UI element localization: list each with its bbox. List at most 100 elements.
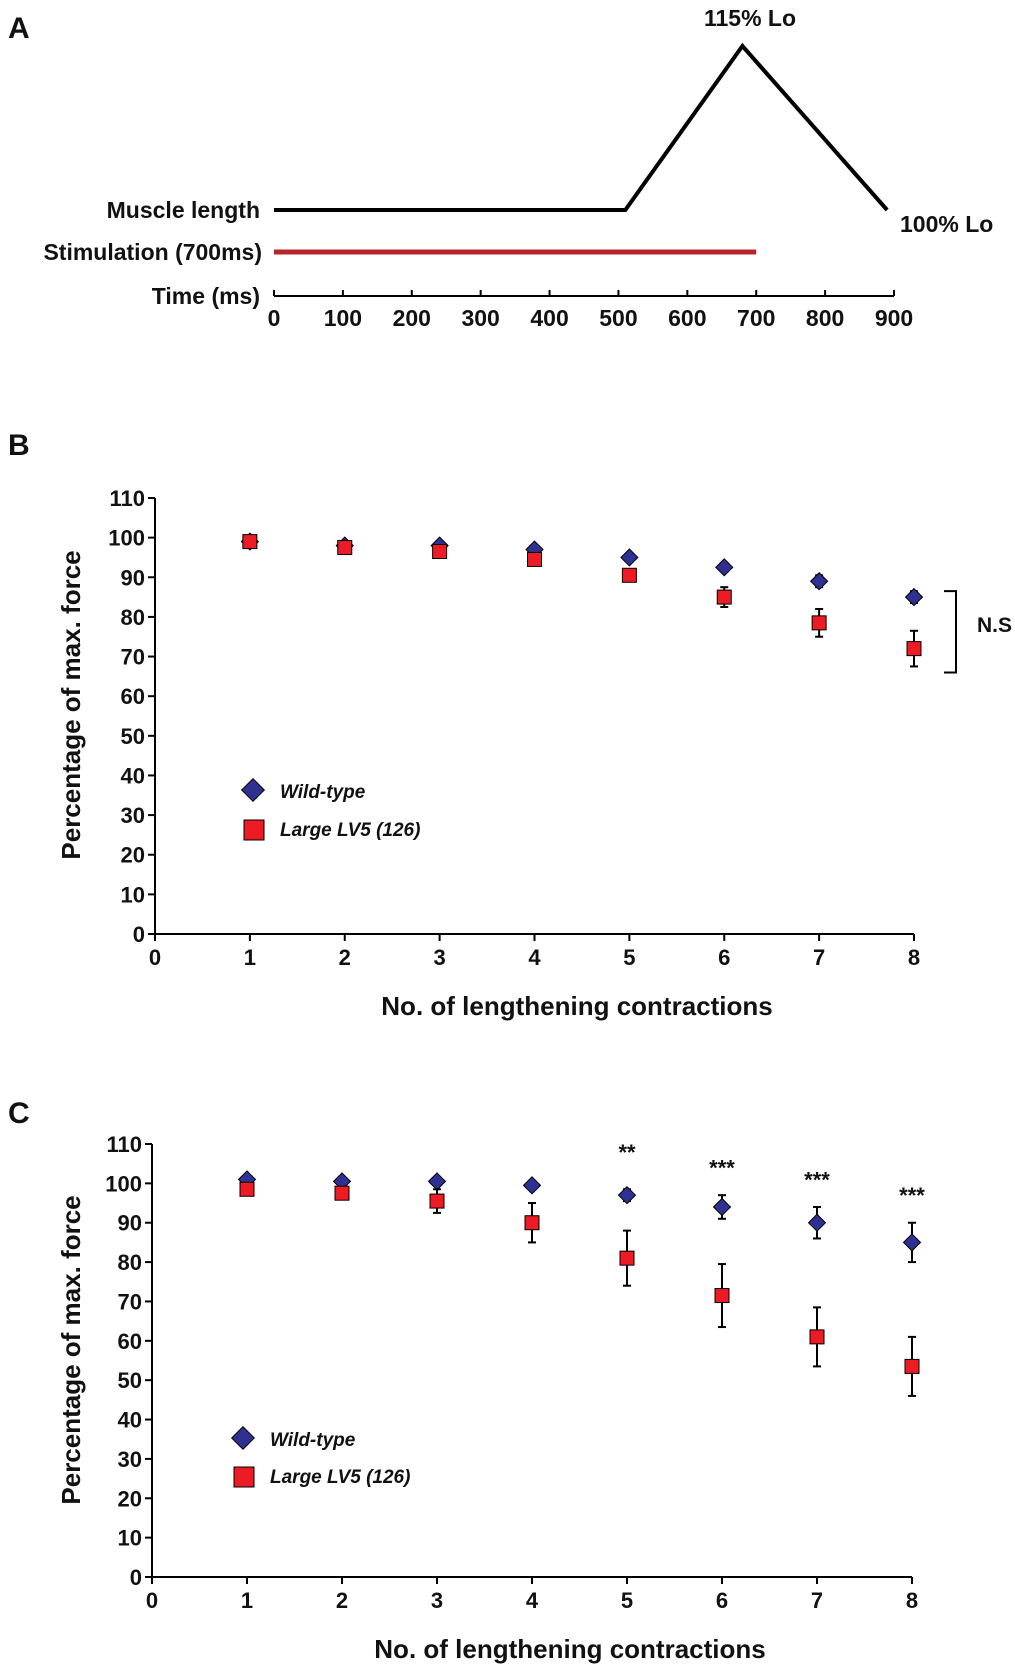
panel-c-x-tick-label: 4 bbox=[526, 1588, 539, 1613]
time-tick-label: 600 bbox=[668, 305, 706, 331]
panel-c-y-tick-label: 100 bbox=[105, 1171, 142, 1196]
time-tick-label: 100 bbox=[324, 305, 362, 331]
panel-c-y-tick-label: 90 bbox=[118, 1211, 142, 1236]
panel-c-point-large-lv5 bbox=[239, 1181, 255, 1197]
panel-c-legend: Wild-type Large LV5 (126) bbox=[230, 1425, 410, 1488]
muscle-length-label: Muscle length bbox=[107, 197, 260, 223]
panel-b-y-tick-label: 20 bbox=[121, 843, 145, 868]
panel-b-point-large-lv5 bbox=[527, 551, 542, 567]
panel-b-point-wild-type bbox=[715, 558, 734, 577]
panel-b-plot: 0 10 20 30 40 50 60 70 80 90 100 110 0 1 2 3 4 5 6 7 8 bbox=[108, 486, 957, 970]
panel-c-point-wild-type bbox=[427, 1172, 447, 1191]
panel-c-point-wild-type bbox=[712, 1197, 732, 1217]
ns-label: N.S bbox=[977, 614, 1012, 637]
panel-b-point-large-lv5 bbox=[716, 589, 732, 605]
end-length-label: 100% Lo bbox=[900, 211, 993, 237]
panel-c-y-tick-label: 60 bbox=[118, 1329, 142, 1354]
legend-wild-type: Wild-type bbox=[270, 1430, 356, 1451]
panel-c-point-large-lv5 bbox=[904, 1358, 920, 1374]
panel-b-x-tick-label: 8 bbox=[908, 945, 920, 970]
panel-b-y-tick-label: 110 bbox=[110, 486, 146, 511]
legend-square-icon bbox=[243, 819, 265, 841]
panel-b-x-tick-label: 6 bbox=[718, 945, 730, 970]
panel-c-point-large-lv5 bbox=[524, 1215, 540, 1231]
significance-stars: ** bbox=[618, 1140, 636, 1165]
panel-b-point-wild-type bbox=[620, 548, 639, 567]
panel-b-point-large-lv5 bbox=[432, 544, 448, 560]
panel-c-y-tick-label: 0 bbox=[130, 1565, 142, 1590]
panel-c-y-tick-label: 10 bbox=[118, 1526, 142, 1551]
time-tick-label: 0 bbox=[268, 305, 281, 331]
panel-b-y-tick-label: 10 bbox=[121, 882, 145, 907]
panel-b-y-tick-label: 0 bbox=[133, 922, 145, 947]
peak-label: 115% Lo bbox=[704, 5, 796, 31]
time-tick-label: 700 bbox=[737, 305, 775, 331]
panel-c-x-tick-label: 0 bbox=[146, 1588, 158, 1613]
panel-c-x-tick-label: 7 bbox=[811, 1588, 823, 1613]
legend-square-icon bbox=[233, 1466, 255, 1488]
panel-c-ylabel: Percentage of max. force bbox=[56, 1195, 86, 1504]
panel-b-ylabel: Percentage of max. force bbox=[56, 550, 86, 859]
panel-c-x-tick-label: 1 bbox=[241, 1588, 253, 1613]
panel-c-x-tick-label: 2 bbox=[336, 1588, 348, 1613]
panel-c-x-tick-label: 6 bbox=[716, 1588, 728, 1613]
panel-b-y-tick-label: 60 bbox=[121, 684, 145, 709]
panel-c-y-tick-label: 70 bbox=[118, 1289, 142, 1314]
legend-diamond-icon bbox=[240, 777, 266, 803]
significance-stars: *** bbox=[804, 1167, 830, 1192]
panel-c-point-large-lv5 bbox=[429, 1193, 445, 1209]
panel-b-x-tick-label: 3 bbox=[434, 945, 446, 970]
panel-b-point-large-lv5 bbox=[906, 641, 922, 657]
panel-b-y-tick-label: 80 bbox=[121, 605, 145, 630]
panel-b-x-tick-label: 5 bbox=[623, 945, 635, 970]
panel-c-xlabel: No. of lengthening contractions bbox=[374, 1634, 765, 1664]
panel-a-letter: A bbox=[8, 12, 30, 45]
panel-b-point-large-lv5 bbox=[242, 534, 258, 550]
time-tick-label: 500 bbox=[599, 305, 637, 331]
panel-c-point-large-lv5 bbox=[714, 1288, 730, 1304]
panel-b-xlabel: No. of lengthening contractions bbox=[381, 991, 772, 1021]
panel-c-letter: C bbox=[8, 1097, 30, 1130]
time-tick-label: 400 bbox=[530, 305, 568, 331]
panel-c-point-wild-type bbox=[522, 1176, 542, 1195]
panel-b-x-tick-label: 4 bbox=[528, 945, 541, 970]
panel-c-x-tick-label: 3 bbox=[431, 1588, 443, 1613]
time-tick-label: 200 bbox=[393, 305, 431, 331]
panel-c-point-large-lv5 bbox=[619, 1250, 635, 1266]
panel-c-point-wild-type bbox=[617, 1185, 637, 1205]
panel-c-point-large-lv5 bbox=[334, 1185, 350, 1201]
panel-b-letter: B bbox=[8, 429, 30, 462]
panel-b-point-large-lv5 bbox=[337, 540, 353, 556]
legend-large-lv5: Large LV5 (126) bbox=[280, 820, 420, 841]
panel-c-point-wild-type bbox=[902, 1233, 922, 1252]
panel-c-x-tick-label: 8 bbox=[906, 1588, 918, 1613]
time-tick-label: 300 bbox=[461, 305, 499, 331]
time-tick-label: 800 bbox=[806, 305, 844, 331]
panel-c-point-wild-type bbox=[807, 1213, 827, 1232]
panel-c-y-tick-label: 110 bbox=[107, 1132, 143, 1157]
stimulation-label: Stimulation (700ms) bbox=[43, 239, 262, 265]
panel-c-point-wild-type bbox=[332, 1172, 352, 1191]
panel-b-x-tick-label: 7 bbox=[813, 945, 825, 970]
panel-b-point-wild-type bbox=[809, 572, 829, 591]
panel-b-y-tick-label: 70 bbox=[121, 645, 145, 670]
panel-b-y-tick-label: 90 bbox=[121, 565, 145, 590]
panel-b-point-wild-type bbox=[904, 587, 924, 607]
ns-bracket bbox=[944, 590, 957, 674]
significance-stars: *** bbox=[899, 1183, 925, 1208]
panel-b-x-tick-label: 0 bbox=[149, 945, 161, 970]
panel-c-x-tick-label: 5 bbox=[621, 1588, 633, 1613]
panel-b-y-tick-label: 50 bbox=[121, 724, 145, 749]
time-axis-label: Time (ms) bbox=[152, 283, 260, 309]
panel-b-x-tick-label: 2 bbox=[339, 945, 351, 970]
panel-c-y-tick-label: 80 bbox=[118, 1250, 142, 1275]
panel-b-y-tick-label: 40 bbox=[121, 763, 145, 788]
panel-c-y-tick-label: 30 bbox=[118, 1447, 142, 1472]
panel-b-y-tick-label: 100 bbox=[108, 526, 145, 551]
panel-c-y-tick-label: 50 bbox=[118, 1368, 142, 1393]
panel-a-plot: 0 100 200 300 400 500 600 700 800 900 bbox=[268, 42, 913, 331]
panel-b-legend: Wild-type Large LV5 (126) bbox=[240, 777, 420, 841]
panel-b-point-large-lv5 bbox=[811, 615, 827, 631]
muscle-length-line bbox=[274, 42, 889, 212]
